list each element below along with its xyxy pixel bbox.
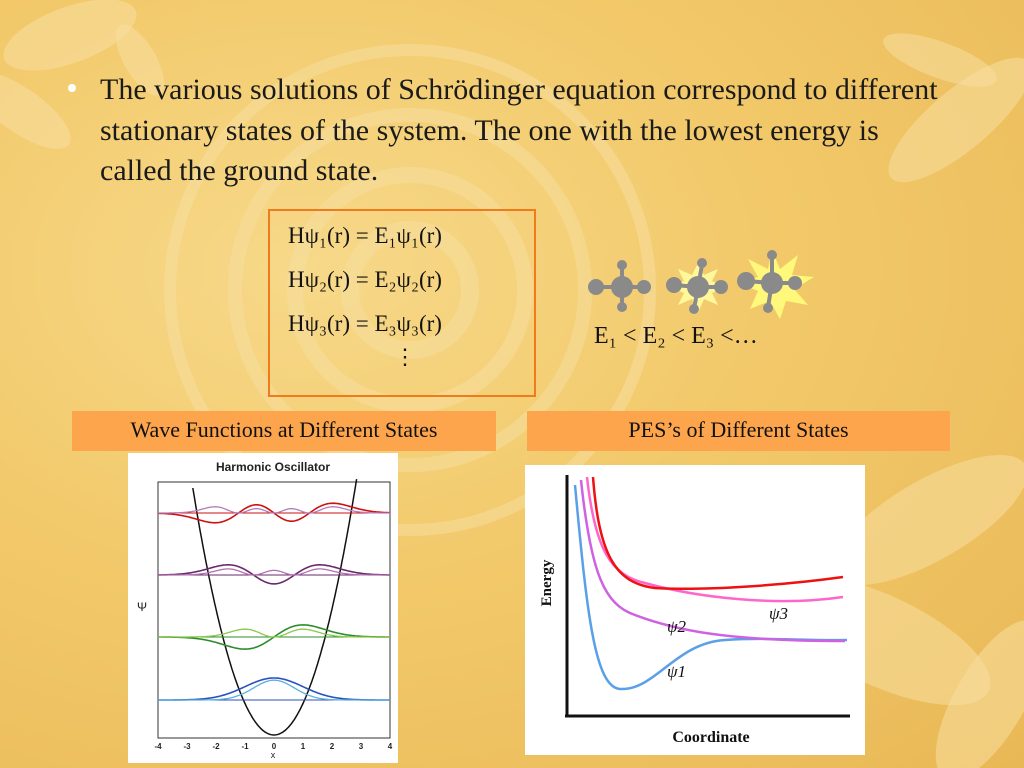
equation-1: Hψ₁(r) = E₁ψ₁(r) xyxy=(288,223,442,248)
probability-density-curve xyxy=(158,628,390,638)
x-tick: 4 xyxy=(388,742,393,751)
molecule-ground-state xyxy=(588,260,651,312)
pes-curve-red xyxy=(591,476,844,591)
pes-chart: Energy Coordinate ψ1 ψ2 ψ3 xyxy=(525,465,865,755)
x-tick: 3 xyxy=(359,742,364,751)
y-axis-label: Ψ xyxy=(137,600,147,614)
chart-title: Harmonic Oscillator xyxy=(216,460,330,474)
psi2-label: ψ2 xyxy=(667,617,687,636)
molecule-excited-2 xyxy=(737,250,814,319)
harmonic-oscillator-chart: Harmonic Oscillator Ψ x -4 -3 -2 -1 0 1 … xyxy=(128,453,398,763)
potential-parabola xyxy=(192,478,358,736)
x-tick: -3 xyxy=(183,742,191,751)
wavefunction-curve xyxy=(158,564,390,585)
pes-y-label: Energy xyxy=(539,559,555,606)
pes-curve-psi3-pink xyxy=(585,476,844,603)
pes-x-label: Coordinate xyxy=(672,729,749,746)
label-wave-functions: Wave Functions at Different States xyxy=(72,411,496,451)
x-tick: 2 xyxy=(330,742,335,751)
probability-density-curve xyxy=(158,506,390,514)
pes-curve-psi2 xyxy=(579,479,846,643)
bullet-dot-icon xyxy=(68,84,76,92)
x-tick: -2 xyxy=(212,742,220,751)
label-pes: PES’s of Different States xyxy=(527,411,950,451)
equation-2: Hψ₂(r) = E₂ψ₂(r) xyxy=(288,267,442,292)
x-tick: -4 xyxy=(154,742,162,751)
x-tick: -1 xyxy=(241,742,249,751)
x-tick-labels: -4 -3 -2 -1 0 1 2 3 4 xyxy=(154,742,392,751)
equation-box: Hψ₁(r) = E₁ψ₁(r) Hψ₂(r) = E₂ψ₂(r) Hψ₃(r)… xyxy=(268,209,536,397)
psi1-label: ψ1 xyxy=(667,662,686,681)
molecule-excited-1 xyxy=(666,258,728,314)
x-tick: 0 xyxy=(272,742,277,751)
energy-inequality: E₁ < E₂ < E₃ <… xyxy=(594,323,758,349)
equation-ellipsis: ⋮ xyxy=(394,344,416,369)
x-axis-label: x xyxy=(271,750,276,760)
x-tick: 1 xyxy=(301,742,306,751)
psi3-label: ψ3 xyxy=(769,604,788,623)
probability-density-curve xyxy=(158,568,390,576)
bullet-text: The various solutions of Schrödinger equ… xyxy=(100,73,938,187)
wavefunction-curve xyxy=(158,677,390,701)
equation-3: Hψ₃(r) = E₃ψ₃(r) xyxy=(288,311,442,336)
probability-density-curve xyxy=(158,679,390,701)
molecule-illustrations xyxy=(588,250,814,319)
